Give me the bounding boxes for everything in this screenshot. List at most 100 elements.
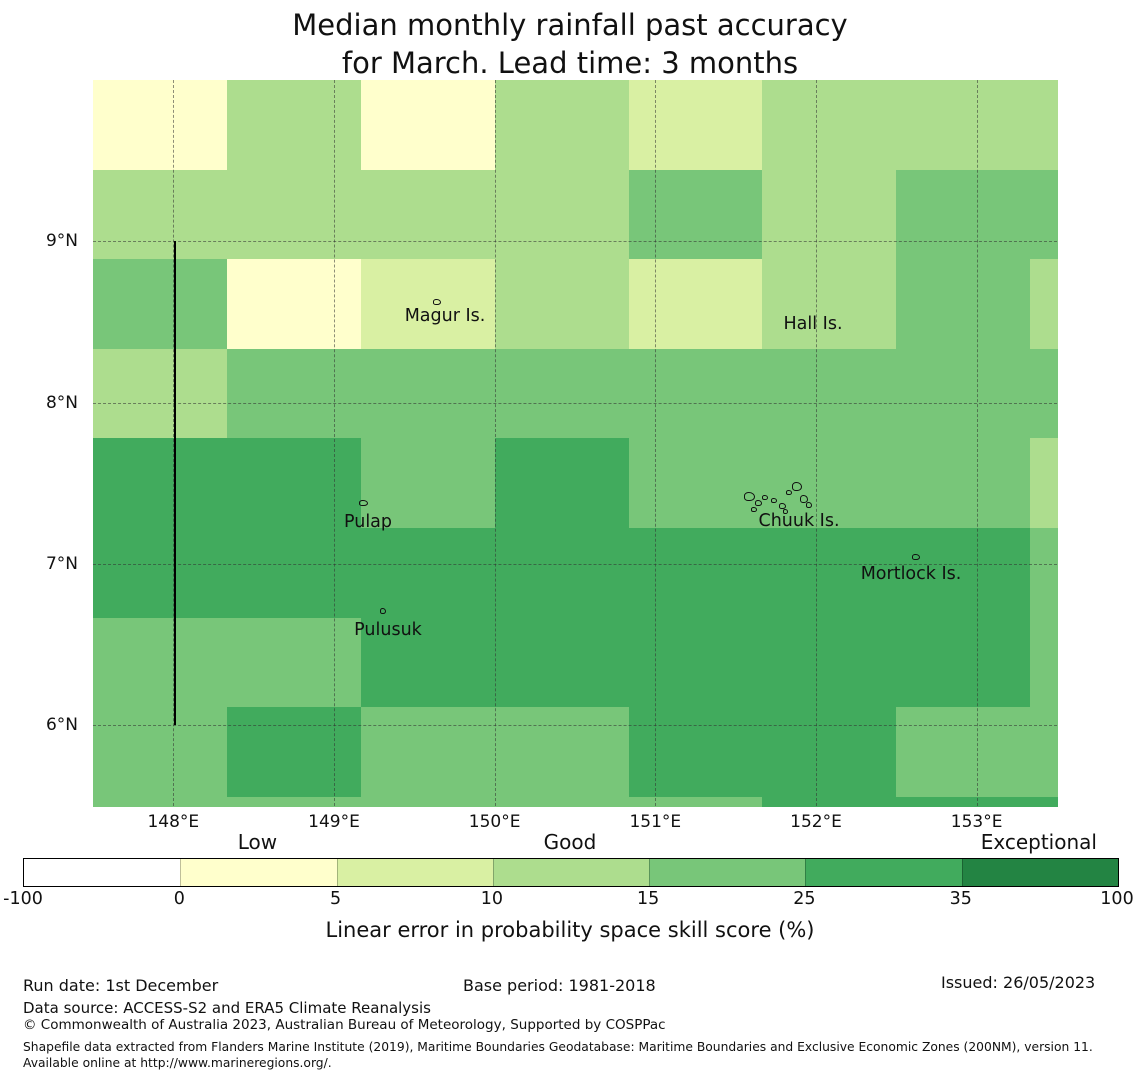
- x-axis-tick-label: 148°E: [147, 812, 200, 832]
- grid-cell: [93, 707, 228, 798]
- grid-cell: [226, 169, 362, 260]
- grid-cell: [1030, 796, 1058, 807]
- grid-cell: [1030, 348, 1058, 440]
- grid-cell: [360, 617, 496, 709]
- colorbar-category-label: Low: [237, 830, 278, 854]
- copyright-text: © Commonwealth of Australia 2023, Austra…: [23, 1017, 666, 1033]
- island-outline: [792, 482, 802, 491]
- latitude-gridline: [93, 725, 1057, 727]
- eez-boundary-line: [173, 241, 176, 726]
- grid-cell: [1030, 707, 1058, 798]
- island-outline: [912, 554, 920, 560]
- grid-cell: [93, 80, 228, 171]
- colorbar-segment: [492, 859, 650, 886]
- grid-cell: [762, 169, 898, 260]
- grid-cell: [762, 617, 898, 709]
- shapefile-attribution-text: Shapefile data extracted from Flanders M…: [23, 1040, 1093, 1070]
- grid-cell: [896, 438, 1031, 529]
- island-label: Magur Is.: [404, 306, 486, 326]
- grid-cell: [896, 707, 1031, 798]
- grid-cell: [494, 617, 630, 709]
- x-axis-tick-label: 152°E: [790, 812, 842, 832]
- grid-cell: [1030, 259, 1058, 350]
- grid-cell: [628, 796, 764, 807]
- colorbar-tick-label: 35: [949, 889, 972, 909]
- y-axis-tick-label: 6°N: [45, 715, 78, 736]
- island-outline: [359, 500, 368, 506]
- island-outline: [786, 490, 792, 495]
- grid-cell: [494, 348, 630, 440]
- colorbar: [23, 858, 1119, 887]
- grid-cell: [494, 528, 630, 619]
- chart-title-line-2: for March. Lead time: 3 months: [341, 46, 799, 80]
- longitude-gridline: [655, 80, 657, 806]
- grid-cell: [226, 80, 362, 171]
- longitude-gridline: [976, 80, 978, 806]
- island-outline: [433, 299, 441, 305]
- grid-cell: [226, 528, 362, 619]
- grid-cell: [93, 348, 228, 440]
- grid-cell: [226, 438, 362, 529]
- island-outline: [806, 502, 812, 508]
- y-axis-tick-label: 9°N: [45, 231, 78, 252]
- grid-cell: [226, 707, 362, 798]
- grid-cell: [360, 259, 496, 350]
- grid-cell: [360, 528, 496, 619]
- colorbar-tick-label: 100: [1100, 889, 1134, 909]
- y-axis-tick-label: 8°N: [45, 392, 78, 413]
- grid-cell: [1030, 438, 1058, 529]
- grid-cell: [1030, 169, 1058, 260]
- island-outline: [755, 500, 762, 506]
- grid-cell: [494, 707, 630, 798]
- grid-cell: [762, 348, 898, 440]
- issued-text: Issued: 26/05/2023: [941, 973, 1096, 992]
- grid-cell: [896, 80, 1031, 171]
- grid-cell: [628, 169, 764, 260]
- island-label: Hall Is.: [783, 314, 843, 334]
- colorbar-category-label: Good: [543, 830, 597, 854]
- island-outline: [800, 495, 808, 503]
- colorbar-tick-label: 10: [480, 889, 503, 909]
- colorbar-segment: [180, 859, 337, 886]
- grid-cell: [628, 528, 764, 619]
- grid-cell: [360, 707, 496, 798]
- grid-cell: [762, 80, 898, 171]
- x-axis-tick-label: 150°E: [468, 812, 521, 832]
- grid-cell: [360, 80, 496, 171]
- chart-title-line-1: Median monthly rainfall past accuracy: [292, 8, 848, 42]
- grid-cell: [360, 348, 496, 440]
- grid-cell: [628, 348, 764, 440]
- grid-cell: [896, 259, 1031, 350]
- latitude-gridline: [93, 402, 1057, 404]
- latitude-gridline: [93, 241, 1057, 243]
- colorbar-segment: [24, 859, 181, 886]
- island-outline: [771, 498, 777, 503]
- grid-cell: [628, 617, 764, 709]
- colorbar-segment: [336, 859, 493, 886]
- colorbar-tick-label: -100: [3, 889, 43, 909]
- grid-cell: [93, 259, 228, 350]
- island-outline: [744, 492, 755, 501]
- x-axis-tick-label: 151°E: [629, 812, 682, 832]
- colorbar-title: Linear error in probability space skill …: [325, 918, 815, 942]
- grid-cell: [628, 259, 764, 350]
- base-period-text: Base period: 1981-2018: [463, 976, 656, 995]
- colorbar-tick-label: 5: [329, 889, 342, 909]
- island-outline: [783, 509, 788, 514]
- x-axis-tick-label: 149°E: [308, 812, 360, 832]
- island-label: Pulusuk: [354, 620, 422, 640]
- colorbar-tick-label: 0: [173, 889, 185, 909]
- grid-cell: [226, 348, 362, 440]
- grid-cell: [93, 796, 228, 807]
- grid-cell: [762, 796, 898, 807]
- grid-cell: [896, 169, 1031, 260]
- longitude-gridline: [816, 80, 817, 806]
- grid-cell: [1030, 528, 1058, 619]
- data-source-text: Data source: ACCESS-S2 and ERA5 Climate …: [23, 999, 431, 1017]
- grid-cell: [628, 80, 764, 171]
- longitude-gridline: [334, 80, 335, 806]
- grid-cell: [226, 617, 362, 709]
- island-outline: [779, 503, 786, 509]
- grid-cell: [896, 348, 1031, 440]
